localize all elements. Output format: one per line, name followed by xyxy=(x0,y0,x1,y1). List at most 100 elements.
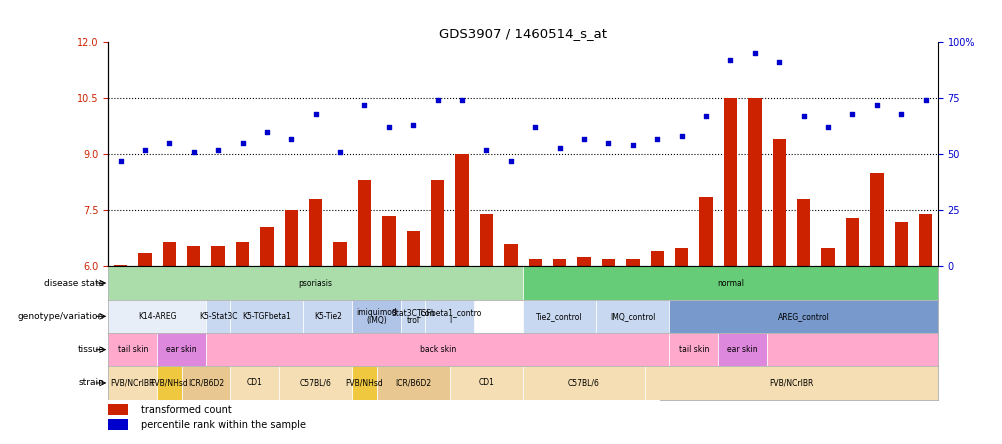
Point xyxy=(820,124,836,131)
Text: Stat3C_con
trol: Stat3C_con trol xyxy=(391,308,435,325)
Bar xyxy=(352,366,377,400)
Point xyxy=(283,135,299,142)
Bar xyxy=(479,214,493,266)
Bar xyxy=(674,248,687,266)
Text: disease state: disease state xyxy=(44,278,104,288)
Bar xyxy=(650,251,663,266)
Bar xyxy=(595,300,668,333)
Point xyxy=(209,146,225,153)
Bar xyxy=(797,199,810,266)
Bar xyxy=(108,420,127,430)
Bar xyxy=(668,300,937,333)
Text: K5-TGFbeta1: K5-TGFbeta1 xyxy=(242,312,291,321)
Point xyxy=(746,50,763,57)
Text: ICR/B6D2: ICR/B6D2 xyxy=(187,378,223,388)
Text: ear skin: ear skin xyxy=(726,345,758,354)
Bar xyxy=(181,366,230,400)
Text: tail skin: tail skin xyxy=(678,345,708,354)
Text: IMQ_control: IMQ_control xyxy=(609,312,655,321)
Bar xyxy=(601,259,614,266)
Bar xyxy=(552,259,566,266)
Point xyxy=(161,139,177,147)
Point xyxy=(893,111,909,118)
Text: CD1: CD1 xyxy=(246,378,263,388)
Text: K14-AREG: K14-AREG xyxy=(137,312,176,321)
Bar xyxy=(186,246,200,266)
Text: normal: normal xyxy=(716,278,743,288)
Bar xyxy=(455,155,468,266)
Bar xyxy=(406,231,420,266)
Bar xyxy=(377,366,450,400)
Point xyxy=(673,133,689,140)
Text: ICR/B6D2: ICR/B6D2 xyxy=(395,378,431,388)
Bar xyxy=(845,218,859,266)
Bar xyxy=(108,333,157,366)
Point xyxy=(185,148,201,155)
Point xyxy=(112,158,128,165)
Point xyxy=(478,146,494,153)
Point xyxy=(381,124,397,131)
Text: percentile rank within the sample: percentile rank within the sample xyxy=(141,420,307,430)
Text: imiquimod
(IMQ): imiquimod (IMQ) xyxy=(356,308,397,325)
Text: C57BL/6: C57BL/6 xyxy=(300,378,332,388)
Bar xyxy=(162,242,175,266)
Text: K5-Stat3C: K5-Stat3C xyxy=(198,312,237,321)
Bar xyxy=(894,222,907,266)
Bar xyxy=(918,214,932,266)
Bar xyxy=(523,266,937,300)
Text: K5-Tie2: K5-Tie2 xyxy=(314,312,342,321)
Point xyxy=(868,101,884,108)
Point xyxy=(600,139,616,147)
Bar xyxy=(230,300,304,333)
Bar xyxy=(260,227,274,266)
Text: FVB/NCrIBR: FVB/NCrIBR xyxy=(110,378,154,388)
Point xyxy=(454,97,470,104)
Bar xyxy=(504,244,517,266)
Bar xyxy=(401,300,425,333)
Bar xyxy=(108,266,523,300)
Text: FVB/NHsd: FVB/NHsd xyxy=(346,378,383,388)
Bar xyxy=(425,300,474,333)
Point xyxy=(624,142,640,149)
Point xyxy=(308,111,324,118)
Bar xyxy=(108,300,205,333)
Text: CD1: CD1 xyxy=(478,378,494,388)
Bar xyxy=(772,139,786,266)
Text: genotype/variation: genotype/variation xyxy=(18,312,104,321)
Bar xyxy=(138,254,151,266)
Bar xyxy=(352,300,401,333)
Point xyxy=(721,56,737,63)
Text: FVB/NHsd: FVB/NHsd xyxy=(150,378,188,388)
Text: tissue: tissue xyxy=(77,345,104,354)
Bar xyxy=(304,300,352,333)
Point xyxy=(551,144,567,151)
Bar xyxy=(523,366,644,400)
Point xyxy=(332,148,348,155)
Text: Tie2_control: Tie2_control xyxy=(536,312,582,321)
Bar xyxy=(625,259,639,266)
Point xyxy=(356,101,372,108)
Bar xyxy=(644,366,937,400)
Point xyxy=(527,124,543,131)
Point xyxy=(648,135,664,142)
Text: ear skin: ear skin xyxy=(166,345,196,354)
Title: GDS3907 / 1460514_s_at: GDS3907 / 1460514_s_at xyxy=(439,27,606,40)
Bar xyxy=(113,265,127,266)
Point xyxy=(405,122,421,129)
Bar xyxy=(157,333,205,366)
Point xyxy=(844,111,860,118)
Bar xyxy=(723,98,736,266)
Bar xyxy=(358,180,371,266)
Bar xyxy=(108,366,157,400)
Bar xyxy=(279,366,352,400)
Bar xyxy=(230,366,279,400)
Bar xyxy=(668,333,717,366)
Text: transformed count: transformed count xyxy=(141,404,231,415)
Bar xyxy=(157,366,181,400)
Point xyxy=(234,139,250,147)
Bar xyxy=(870,173,883,266)
Bar xyxy=(747,98,761,266)
Bar xyxy=(333,242,347,266)
Bar xyxy=(108,404,127,415)
Point xyxy=(429,97,445,104)
